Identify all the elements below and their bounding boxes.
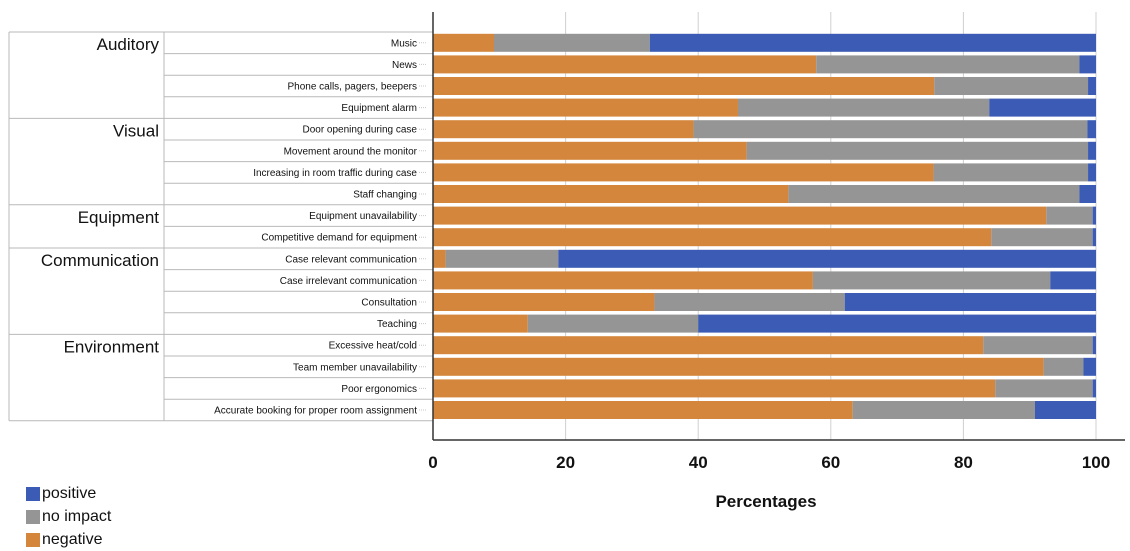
x-axis: 0 20 40 60 80 100 xyxy=(428,12,1125,472)
bar-negative-case-relevant-communication xyxy=(433,249,446,268)
bar-negative-excessive-heat-cold xyxy=(433,336,984,355)
bar-negative-phone-calls-pagers-beepers xyxy=(433,77,935,95)
bar-negative-teaching xyxy=(433,314,528,333)
bar-positive-equipment-alarm xyxy=(989,98,1096,117)
category-label-team-member-unavailability: Team member unavailability xyxy=(293,362,417,373)
bar-negative-equipment-unavailability xyxy=(433,206,1047,225)
bar-positive-equipment-unavailability xyxy=(1092,206,1096,225)
bar-negative-competitive-demand-for-equipment xyxy=(433,228,992,247)
bar-positive-accurate-booking-for-proper-room-assignment xyxy=(1035,401,1096,419)
bar-negative-increasing-in-room-traffic-during-case xyxy=(433,163,934,182)
x-tick-label-100: 100 xyxy=(1082,453,1110,472)
bar-negative-news xyxy=(433,55,817,74)
x-tick-label-60: 60 xyxy=(821,453,840,472)
legend-swatch-positive xyxy=(26,486,40,501)
bar-no-impact-accurate-booking-for-proper-room-assignment xyxy=(852,401,1036,419)
legend-label-negative: negative xyxy=(42,530,103,548)
category-label-music: Music xyxy=(391,38,417,49)
x-tick-label-40: 40 xyxy=(689,453,708,472)
legend: positive no impact negative xyxy=(26,482,111,551)
category-label-equipment-alarm: Equipment alarm xyxy=(341,103,417,114)
bar-no-impact-news xyxy=(816,55,1080,74)
bar-no-impact-music xyxy=(493,33,650,52)
bar-no-impact-equipment-unavailability xyxy=(1046,206,1093,225)
bar-no-impact-movement-around-the-monitor xyxy=(746,141,1089,160)
bar-negative-consultation xyxy=(433,293,655,311)
bar-no-impact-increasing-in-room-traffic-during-case xyxy=(933,163,1089,182)
legend-swatch-negative xyxy=(26,532,40,547)
legend-swatch-no-impact xyxy=(26,509,40,524)
group-label-equipment: Equipment xyxy=(78,208,160,227)
category-label-equipment-unavailability: Equipment unavailability xyxy=(309,211,417,222)
bar-positive-case-relevant-communication xyxy=(558,249,1096,268)
bar-no-impact-poor-ergonomics xyxy=(995,379,1093,398)
bar-positive-staff-changing xyxy=(1079,185,1096,203)
x-axis-title: Percentages xyxy=(715,492,816,511)
bar-negative-music xyxy=(433,33,494,52)
bar-positive-consultation xyxy=(844,293,1096,311)
category-label-phone-calls-pagers-beepers: Phone calls, pagers, beepers xyxy=(287,82,417,93)
bar-no-impact-staff-changing xyxy=(788,185,1080,203)
bar-positive-team-member-unavailability xyxy=(1083,357,1096,376)
category-label-competitive-demand-for-equipment: Competitive demand for equipment xyxy=(261,233,417,244)
bar-no-impact-competitive-demand-for-equipment xyxy=(991,228,1093,247)
bar-negative-accurate-booking-for-proper-room-assignment xyxy=(433,401,853,419)
category-label-staff-changing: Staff changing xyxy=(353,190,417,201)
bar-negative-equipment-alarm xyxy=(433,98,738,117)
legend-item-no-impact: no impact xyxy=(26,505,111,528)
bar-positive-music xyxy=(649,33,1096,52)
x-tick-label-0: 0 xyxy=(428,453,437,472)
bar-positive-case-irrelevant-communication xyxy=(1050,271,1096,290)
bar-no-impact-team-member-unavailability xyxy=(1043,357,1084,376)
bar-positive-door-opening-during-case xyxy=(1087,120,1096,139)
category-label-poor-ergonomics: Poor ergonomics xyxy=(341,384,417,395)
legend-label-positive: positive xyxy=(42,484,97,502)
category-label-excessive-heat-cold: Excessive heat/cold xyxy=(329,341,417,352)
bar-positive-movement-around-the-monitor xyxy=(1088,141,1096,160)
bar-no-impact-equipment-alarm xyxy=(737,98,990,117)
bar-positive-excessive-heat-cold xyxy=(1092,336,1096,355)
legend-item-positive: positive xyxy=(26,482,111,505)
bar-positive-teaching xyxy=(698,314,1096,333)
bar-no-impact-teaching xyxy=(527,314,699,333)
bar-no-impact-excessive-heat-cold xyxy=(983,336,1093,355)
bar-no-impact-case-irrelevant-communication xyxy=(812,271,1051,290)
category-label-door-opening-during-case: Door opening during case xyxy=(302,125,417,136)
x-tick-label-20: 20 xyxy=(556,453,575,472)
category-label-accurate-booking-for-proper-room-assignment: Accurate booking for proper room assignm… xyxy=(214,406,417,417)
bar-positive-news xyxy=(1079,55,1096,74)
bar-no-impact-consultation xyxy=(654,293,845,311)
bar-positive-phone-calls-pagers-beepers xyxy=(1088,77,1096,95)
bar-negative-team-member-unavailability xyxy=(433,357,1044,376)
bars xyxy=(433,33,1096,419)
group-label-environment: Environment xyxy=(64,337,160,356)
category-label-increasing-in-room-traffic-during-case: Increasing in room traffic during case xyxy=(253,168,417,179)
category-label-case-irrelevant-communication: Case irrelevant communication xyxy=(280,276,417,287)
legend-label-no-impact: no impact xyxy=(42,507,112,525)
group-label-auditory: Auditory xyxy=(97,35,160,54)
category-label-movement-around-the-monitor: Movement around the monitor xyxy=(284,146,418,157)
category-label-case-relevant-communication: Case relevant communication xyxy=(285,254,417,265)
category-label-consultation: Consultation xyxy=(361,298,417,309)
category-table: Auditory Visual Equipment Communication Envi… xyxy=(8,31,433,422)
bar-negative-door-opening-during-case xyxy=(433,120,694,139)
bar-negative-movement-around-the-monitor xyxy=(433,141,747,160)
bar-negative-staff-changing xyxy=(433,185,789,203)
bar-no-impact-door-opening-during-case xyxy=(693,120,1088,139)
bar-positive-increasing-in-room-traffic-during-case xyxy=(1088,163,1096,182)
bar-no-impact-case-relevant-communication xyxy=(445,249,559,268)
bar-positive-poor-ergonomics xyxy=(1092,379,1096,398)
bar-positive-competitive-demand-for-equipment xyxy=(1092,228,1096,247)
category-label-teaching: Teaching xyxy=(377,319,417,330)
group-label-visual: Visual xyxy=(113,121,159,140)
legend-item-negative: negative xyxy=(26,528,111,551)
bar-negative-poor-ergonomics xyxy=(433,379,996,398)
x-tick-label-80: 80 xyxy=(954,453,973,472)
group-label-communication: Communication xyxy=(41,251,159,270)
bar-no-impact-phone-calls-pagers-beepers xyxy=(934,77,1089,95)
category-label-news: News xyxy=(392,60,417,71)
bar-negative-case-irrelevant-communication xyxy=(433,271,813,290)
